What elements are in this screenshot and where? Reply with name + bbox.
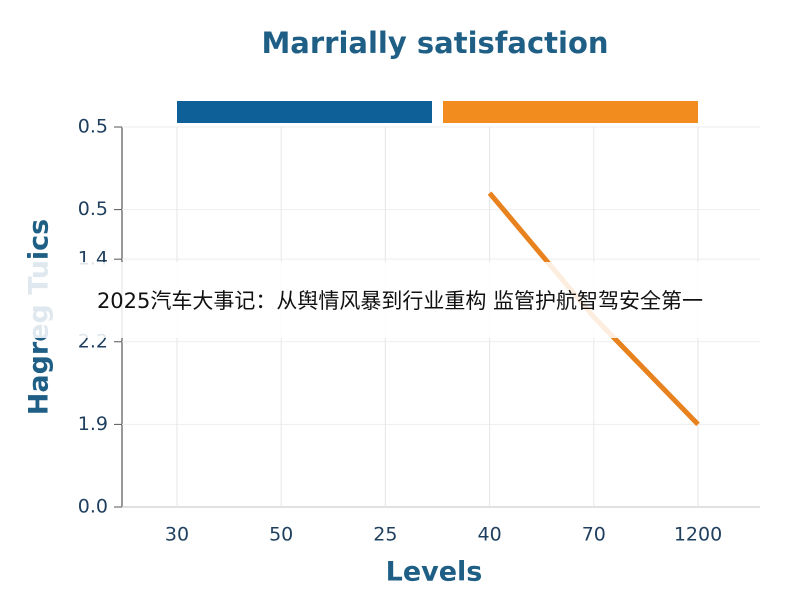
x-tick-label: 40 xyxy=(478,524,502,546)
y-tick-label: 0.0 xyxy=(78,496,108,518)
banner: 2025汽车大事记：从舆情风暴到行业重构 监管护航智驾安全第一 xyxy=(0,262,800,338)
y-tick-label: 0.5 xyxy=(78,116,108,138)
x-tick-label: 30 xyxy=(165,524,189,546)
x-axis-label: Levels xyxy=(386,557,483,588)
y-tick-label: 0.5 xyxy=(78,198,108,220)
x-tick-label: 25 xyxy=(373,524,397,546)
top-bar xyxy=(177,101,432,123)
x-tick-label: 50 xyxy=(269,524,293,546)
chart-title: Marrially satisfaction xyxy=(261,26,608,60)
x-tick-label: 1200 xyxy=(674,524,722,546)
y-tick-label: 1.9 xyxy=(78,413,108,435)
top-bar xyxy=(443,101,698,123)
x-tick-label: 70 xyxy=(582,524,606,546)
